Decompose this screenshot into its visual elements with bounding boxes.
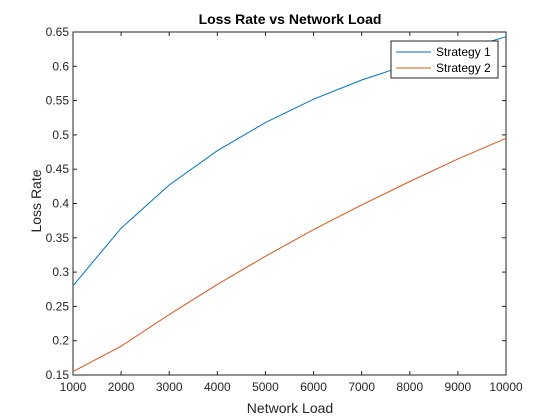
x-tick-label: 5000 bbox=[252, 380, 279, 394]
y-tick-label: 0.65 bbox=[46, 25, 70, 39]
x-tick-label: 10000 bbox=[489, 380, 523, 394]
plot-area: 1000 2000 3000 4000 5000 6000 7000 8000 9000 1000… bbox=[46, 25, 523, 394]
y-tick-label: 0.4 bbox=[52, 197, 69, 211]
x-tick-label: 9000 bbox=[445, 380, 472, 394]
x-axis-label: Network Load bbox=[247, 400, 333, 416]
y-tick-label: 0.5 bbox=[52, 128, 69, 142]
y-tick-label: 0.25 bbox=[46, 299, 70, 313]
x-tick-label: 1000 bbox=[60, 380, 87, 394]
y-tick-label: 0.6 bbox=[52, 59, 69, 73]
y-tick-label: 0.45 bbox=[46, 162, 70, 176]
y-tick-label: 0.2 bbox=[52, 334, 69, 348]
chart-title: Loss Rate vs Network Load bbox=[199, 11, 382, 27]
x-tick-label: 8000 bbox=[396, 380, 423, 394]
x-tick-label: 7000 bbox=[348, 380, 375, 394]
series-line-2 bbox=[72, 137, 507, 373]
legend-label-2: Strategy 2 bbox=[436, 61, 491, 75]
legend-label-1: Strategy 1 bbox=[436, 45, 491, 59]
x-tick-label: 3000 bbox=[156, 380, 183, 394]
x-tick-label: 6000 bbox=[300, 380, 327, 394]
y-axis-label: Loss Rate bbox=[28, 169, 44, 232]
y-tick-label: 0.35 bbox=[46, 231, 70, 245]
y-tick-label: 0.55 bbox=[46, 94, 70, 108]
y-tick-label: 0.15 bbox=[46, 368, 70, 382]
legend: Strategy 1 Strategy 2 bbox=[390, 40, 499, 79]
legend-box bbox=[390, 40, 499, 79]
y-tick-label: 0.3 bbox=[52, 265, 69, 279]
x-tick-label: 2000 bbox=[108, 380, 135, 394]
x-tick-label: 4000 bbox=[204, 380, 231, 394]
